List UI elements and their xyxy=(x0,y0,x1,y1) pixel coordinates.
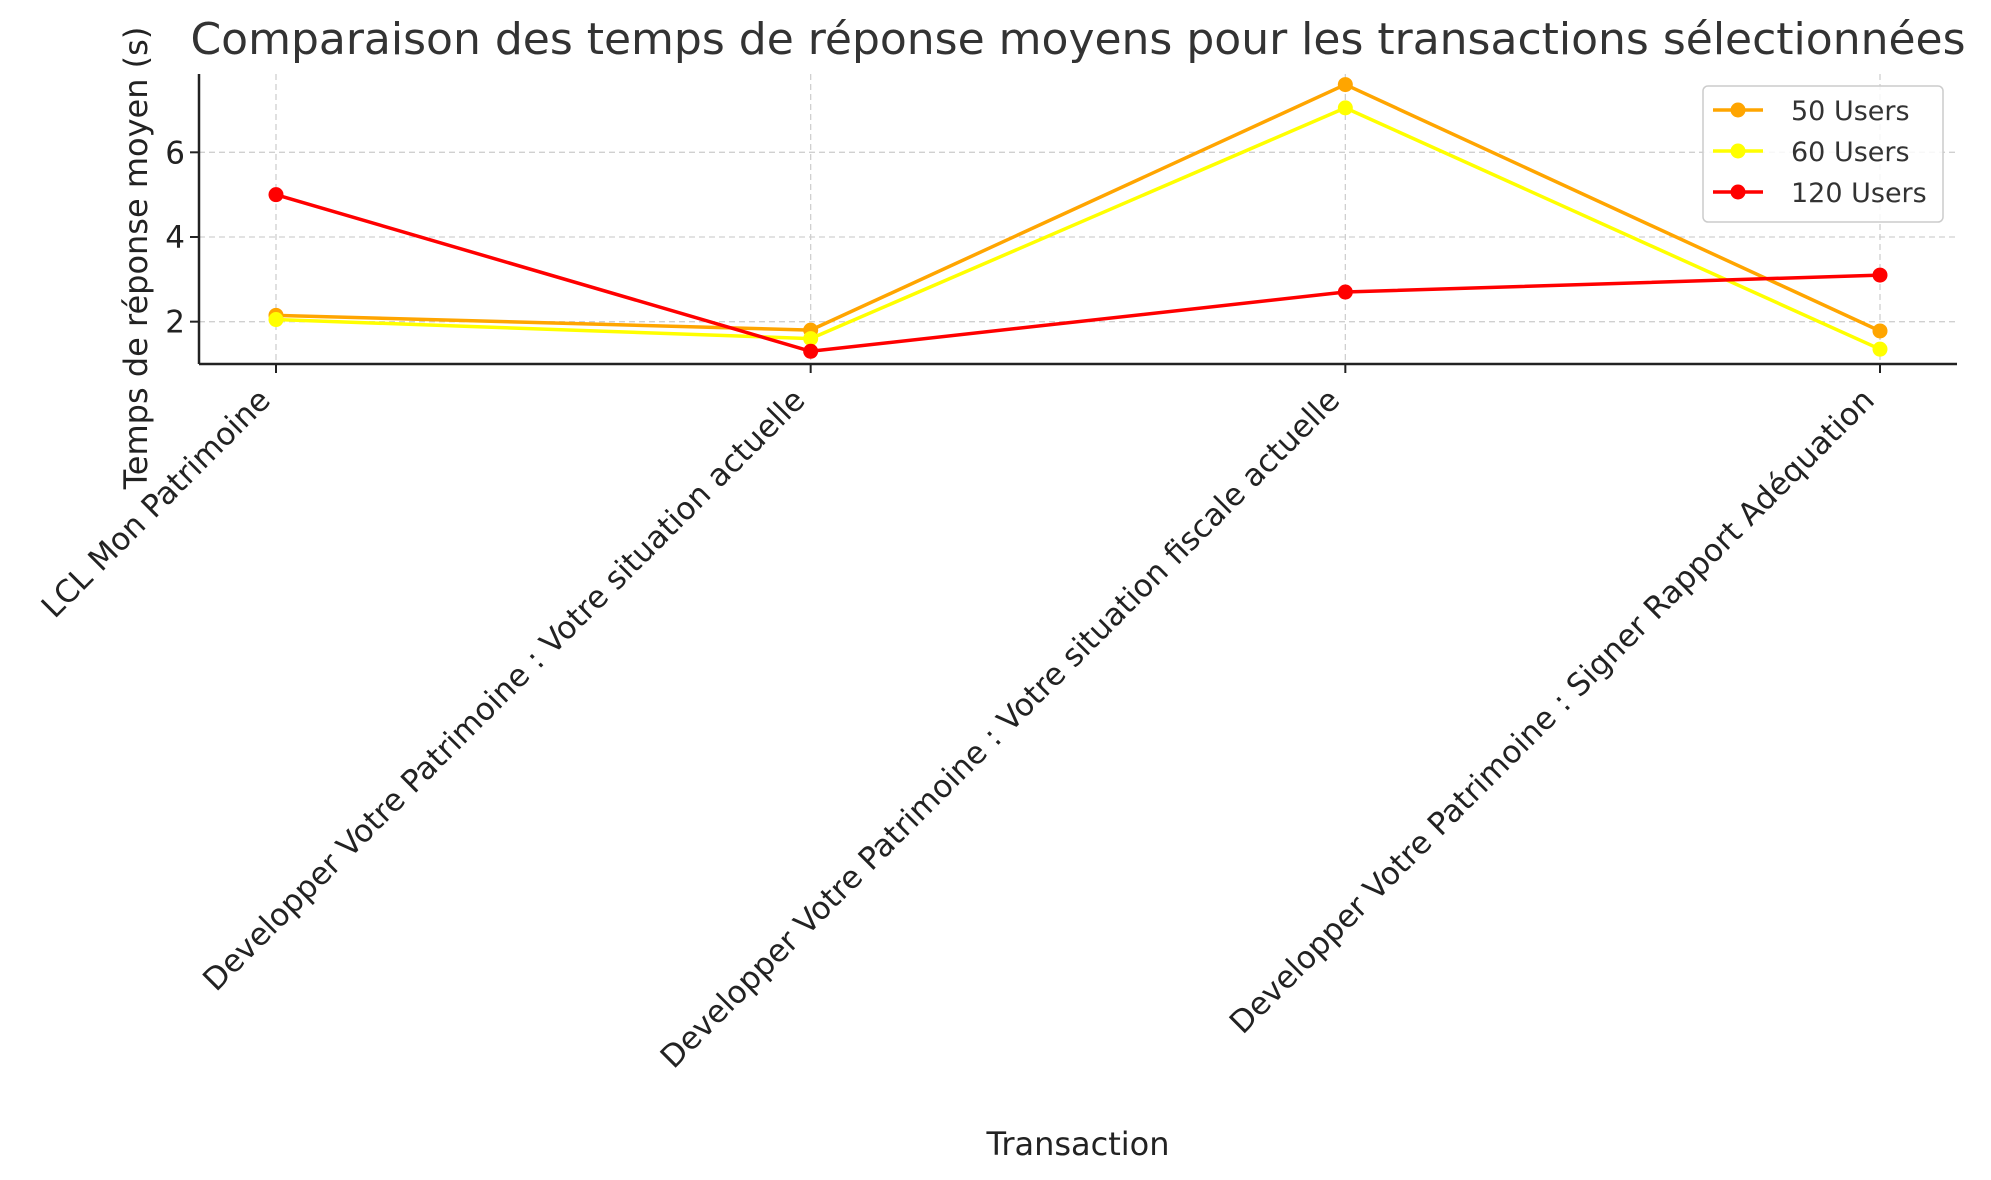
y-axis-label: Temps de réponse moyen (s) xyxy=(117,27,155,491)
data-point xyxy=(268,187,284,203)
series-50-users xyxy=(268,77,1888,339)
series-line xyxy=(275,192,1881,354)
legend-marker xyxy=(1730,184,1746,200)
x-tick-label: Developper Votre Patrimoine : Votre situ… xyxy=(196,382,812,998)
data-point xyxy=(803,331,819,347)
data-point xyxy=(1872,267,1888,283)
y-tick-label: 2 xyxy=(165,305,185,341)
data-point xyxy=(1872,341,1888,357)
legend: 50 Users 60 Users 120 Users xyxy=(1702,85,1944,223)
data-point xyxy=(1337,100,1353,116)
x-tick-label: Developper Votre Patrimoine : Votre situ… xyxy=(654,382,1347,1075)
legend-label: 50 Users xyxy=(1791,96,1910,127)
data-point xyxy=(1337,77,1353,93)
series-60-users xyxy=(268,100,1888,357)
legend-marker xyxy=(1730,102,1746,118)
data-point xyxy=(268,312,284,328)
data-point xyxy=(1872,323,1888,339)
series-line xyxy=(275,82,1881,333)
series xyxy=(268,77,1888,359)
axes xyxy=(197,74,1957,366)
chart-title: Comparaison des temps de réponse moyens … xyxy=(190,14,1965,65)
y-tick-label: 6 xyxy=(165,135,185,171)
data-point xyxy=(803,343,819,359)
series-120-users xyxy=(268,187,1888,359)
data-point xyxy=(1337,284,1353,300)
legend-marker xyxy=(1730,143,1746,159)
legend-label: 60 Users xyxy=(1791,137,1910,168)
x-axis-label: Transaction xyxy=(985,1125,1169,1163)
legend-box xyxy=(1702,85,1944,223)
x-tick-label: LCL Mon Patrimoine xyxy=(35,382,278,625)
series-line xyxy=(275,106,1881,351)
y-tick-label: 4 xyxy=(165,220,185,256)
x-tick-label: Developper Votre Patrimoine : Signer Rap… xyxy=(1223,382,1882,1041)
legend-label: 120 Users xyxy=(1791,178,1927,209)
